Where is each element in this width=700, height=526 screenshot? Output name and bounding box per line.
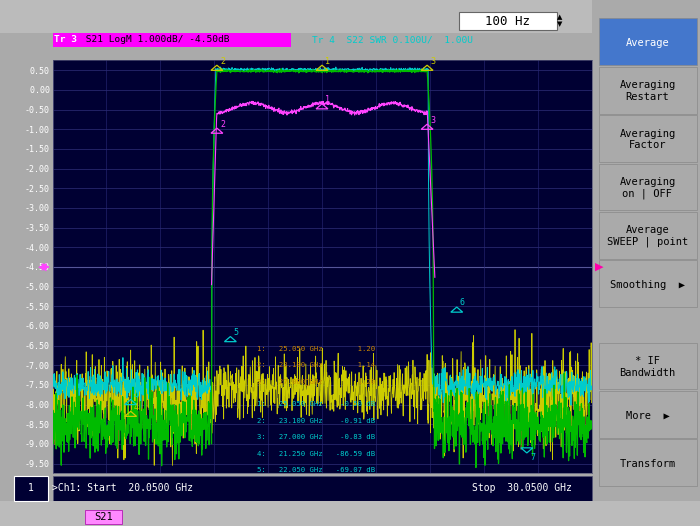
Text: 5: 5 (234, 328, 239, 337)
Text: More  ▶: More ▶ (626, 410, 669, 420)
Text: 4: 4 (134, 391, 139, 400)
Text: Average
SWEEP | point: Average SWEEP | point (607, 225, 688, 247)
Text: >Ch1: Start  20.0500 GHz: >Ch1: Start 20.0500 GHz (52, 483, 193, 493)
Text: Tr 4  S22 SWR 0.100U/  1.00U: Tr 4 S22 SWR 0.100U/ 1.00U (312, 35, 472, 45)
Text: Response: Response (136, 1, 186, 12)
Text: Average: Average (626, 37, 669, 48)
Text: 1: 1 (326, 95, 330, 104)
Text: 3: 3 (430, 116, 435, 125)
Text: Tr 2  S21 LogM 10.00dB/  0.00dB: Tr 2 S21 LogM 10.00dB/ 0.00dB (312, 23, 490, 32)
Text: Averaging
Factor: Averaging Factor (620, 128, 676, 150)
Text: 1:   25.050 GHz        1.20: 1: 25.050 GHz 1.20 (258, 346, 375, 351)
Text: Averaging
Restart: Averaging Restart (620, 80, 676, 102)
Text: ▶: ▶ (595, 262, 603, 272)
Text: 1: 1 (326, 57, 330, 66)
Text: 1: 1 (28, 483, 34, 493)
Text: Smoothing  ▶: Smoothing ▶ (610, 279, 685, 290)
Text: C  2-Port: C 2-Port (126, 508, 195, 519)
Text: 1:   25.050 GHz    -0.50 dB: 1: 25.050 GHz -0.50 dB (258, 401, 375, 407)
Text: 7: 7 (530, 453, 535, 462)
Text: 3:   27.000​GHz        1.20: 3: 27.000​GHz 1.20 (258, 379, 375, 385)
Text: 3: 3 (430, 57, 435, 66)
Text: 6: 6 (460, 298, 465, 308)
Text: Cont.   CH 1:: Cont. CH 1: (7, 508, 94, 519)
Text: ◀: ◀ (38, 262, 47, 272)
Text: 2: 2 (220, 119, 225, 128)
Text: Marker/Analysis: Marker/Analysis (208, 1, 302, 12)
Text: 3:   27.000 GHz    -0.83 dB: 3: 27.000 GHz -0.83 dB (258, 434, 375, 440)
Text: 2: 2 (220, 57, 225, 66)
Text: LCL: LCL (616, 508, 635, 519)
Text: Trace/Chan: Trace/Chan (48, 1, 111, 12)
Text: * IF
Bandwidth: * IF Bandwidth (620, 356, 676, 378)
Text: 7:   28.850 GHz   -89.87 dB: 7: 28.850 GHz -89.87 dB (258, 500, 375, 506)
Text: Tr 1  S11 SWR 0.100U/  1.00U: Tr 1 S11 SWR 0.100U/ 1.00U (52, 23, 214, 32)
Text: Tr 3: Tr 3 (54, 35, 77, 45)
Text: Averaging
on | OFF: Averaging on | OFF (620, 177, 676, 199)
Text: IF Bandwidth: IF Bandwidth (350, 15, 440, 27)
Text: 2:   23.100 GHz    -0.91 dB: 2: 23.100 GHz -0.91 dB (258, 418, 375, 423)
Text: Utility: Utility (406, 1, 449, 12)
Text: Help: Help (470, 1, 496, 12)
Text: S21 LogM 1.000dB/ -4.50dB: S21 LogM 1.000dB/ -4.50dB (80, 35, 230, 45)
Text: Stimulus: Stimulus (334, 1, 384, 12)
Text: S21: S21 (94, 512, 113, 522)
Text: Stop  30.0500 GHz: Stop 30.0500 GHz (473, 483, 573, 493)
Text: File: File (7, 1, 32, 12)
Text: 2:   23.100 GHz        1.14: 2: 23.100 GHz 1.14 (258, 362, 375, 368)
Text: 100 Hz: 100 Hz (485, 15, 530, 27)
Text: 4:   21.250 GHz   -86.59 dB: 4: 21.250 GHz -86.59 dB (258, 451, 375, 457)
Text: ▲
▼: ▲ ▼ (556, 15, 562, 27)
Text: 4: 4 (134, 403, 139, 412)
Text: Channel 1: Channel 1 (7, 14, 89, 28)
Text: 5:   22.050 GHz   -69.07 dB: 5: 22.050 GHz -69.07 dB (258, 467, 375, 473)
Text: 6:   28.050 GHz   -62.42 dB: 6: 28.050 GHz -62.42 dB (258, 483, 375, 490)
Text: Transform: Transform (620, 459, 676, 469)
